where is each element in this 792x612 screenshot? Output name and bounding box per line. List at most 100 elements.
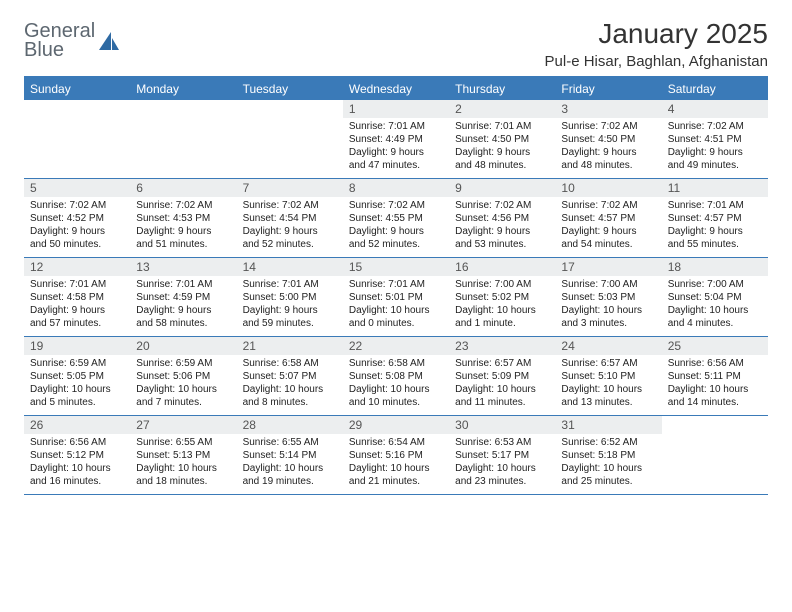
day-line: and 49 minutes. <box>668 159 762 172</box>
weekday-wednesday: Wednesday <box>343 78 449 100</box>
day-line: Sunset: 4:57 PM <box>668 212 762 225</box>
day-line: Daylight: 9 hours <box>243 304 337 317</box>
day-details: Sunrise: 6:59 AMSunset: 5:06 PMDaylight:… <box>134 357 232 409</box>
day-line: Daylight: 10 hours <box>136 462 230 475</box>
day-line: Sunset: 4:56 PM <box>455 212 549 225</box>
day-line: Sunset: 5:18 PM <box>561 449 655 462</box>
day-line: and 48 minutes. <box>455 159 549 172</box>
day-number <box>24 100 130 104</box>
day-number: 21 <box>237 337 343 355</box>
day-number: 3 <box>555 100 661 118</box>
day-number: 25 <box>662 337 768 355</box>
day-line: Sunset: 5:07 PM <box>243 370 337 383</box>
day-cell: 18 Sunrise: 7:00 AMSunset: 5:04 PMDayligh… <box>662 258 768 336</box>
day-line: Sunset: 4:57 PM <box>561 212 655 225</box>
day-number: 23 <box>449 337 555 355</box>
day-line: Sunrise: 7:01 AM <box>668 199 762 212</box>
day-details: Sunrise: 6:59 AMSunset: 5:05 PMDaylight:… <box>28 357 126 409</box>
day-line: Daylight: 9 hours <box>243 225 337 238</box>
day-details: Sunrise: 7:01 AMSunset: 4:57 PMDaylight:… <box>666 199 764 251</box>
calendar: Sunday Monday Tuesday Wednesday Thursday… <box>24 76 768 495</box>
day-number <box>237 100 343 104</box>
day-line: Sunset: 5:05 PM <box>30 370 124 383</box>
day-line: Daylight: 10 hours <box>561 304 655 317</box>
day-cell: 25Sunrise: 6:56 AMSunset: 5:11 PMDayligh… <box>662 337 768 415</box>
weekday-sunday: Sunday <box>24 78 130 100</box>
month-title: January 2025 <box>545 18 768 50</box>
day-line: Sunrise: 6:54 AM <box>349 436 443 449</box>
day-line: and 54 minutes. <box>561 238 655 251</box>
day-line: and 52 minutes. <box>349 238 443 251</box>
day-cell: 17Sunrise: 7:00 AMSunset: 5:03 PMDayligh… <box>555 258 661 336</box>
day-cell: 31Sunrise: 6:52 AMSunset: 5:18 PMDayligh… <box>555 416 661 494</box>
day-line: Sunrise: 6:57 AM <box>561 357 655 370</box>
empty-cell <box>237 100 343 178</box>
day-details: Sunrise: 6:56 AMSunset: 5:12 PMDaylight:… <box>28 436 126 488</box>
day-cell: 29Sunrise: 6:54 AMSunset: 5:16 PMDayligh… <box>343 416 449 494</box>
day-line: Sunset: 4:50 PM <box>561 133 655 146</box>
day-line: Sunset: 4:59 PM <box>136 291 230 304</box>
day-line: Daylight: 9 hours <box>30 225 124 238</box>
day-cell: 9 Sunrise: 7:02 AMSunset: 4:56 PMDaylight… <box>449 179 555 257</box>
day-line: Daylight: 10 hours <box>455 304 549 317</box>
day-number: 8 <box>343 179 449 197</box>
day-line: Daylight: 9 hours <box>136 304 230 317</box>
day-number: 9 <box>449 179 555 197</box>
day-line: Sunset: 4:53 PM <box>136 212 230 225</box>
day-line: and 8 minutes. <box>243 396 337 409</box>
day-line: Daylight: 10 hours <box>136 383 230 396</box>
day-details: Sunrise: 7:01 AMSunset: 4:58 PMDaylight:… <box>28 278 126 330</box>
day-cell: 10Sunrise: 7:02 AMSunset: 4:57 PMDayligh… <box>555 179 661 257</box>
day-line: Sunrise: 6:59 AM <box>30 357 124 370</box>
day-details: Sunrise: 7:01 AMSunset: 4:49 PMDaylight:… <box>347 120 445 172</box>
day-line: Sunrise: 6:52 AM <box>561 436 655 449</box>
day-line: Sunrise: 7:02 AM <box>455 199 549 212</box>
day-details: Sunrise: 7:01 AMSunset: 5:00 PMDaylight:… <box>241 278 339 330</box>
day-line: Sunrise: 7:01 AM <box>136 278 230 291</box>
day-cell: 3Sunrise: 7:02 AMSunset: 4:50 PMDaylight… <box>555 100 661 178</box>
day-number: 18 <box>662 258 768 276</box>
day-number: 22 <box>343 337 449 355</box>
day-details: Sunrise: 6:52 AMSunset: 5:18 PMDaylight:… <box>559 436 657 488</box>
day-details: Sunrise: 7:01 AMSunset: 4:59 PMDaylight:… <box>134 278 232 330</box>
logo-text-block: General Blue <box>24 22 95 60</box>
day-line: Sunrise: 7:02 AM <box>349 199 443 212</box>
day-line: Daylight: 10 hours <box>455 462 549 475</box>
day-line: Sunrise: 7:01 AM <box>30 278 124 291</box>
day-cell: 12 Sunrise: 7:01 AMSunset: 4:58 PMDayligh… <box>24 258 130 336</box>
weekday-header: Sunday Monday Tuesday Wednesday Thursday… <box>24 78 768 100</box>
day-line: and 52 minutes. <box>243 238 337 251</box>
day-number: 15 <box>343 258 449 276</box>
day-line: and 4 minutes. <box>668 317 762 330</box>
day-line: Daylight: 9 hours <box>455 225 549 238</box>
day-number: 24 <box>555 337 661 355</box>
day-line: Sunrise: 6:56 AM <box>30 436 124 449</box>
day-line: Sunset: 4:52 PM <box>30 212 124 225</box>
day-line: Sunrise: 7:02 AM <box>561 199 655 212</box>
day-number: 13 <box>130 258 236 276</box>
day-line: Sunrise: 7:01 AM <box>349 120 443 133</box>
day-cell: 11 Sunrise: 7:01 AMSunset: 4:57 PMDayligh… <box>662 179 768 257</box>
day-cell: 21Sunrise: 6:58 AMSunset: 5:07 PMDayligh… <box>237 337 343 415</box>
day-cell: 4Sunrise: 7:02 AMSunset: 4:51 PMDaylight… <box>662 100 768 178</box>
weekday-thursday: Thursday <box>449 78 555 100</box>
day-cell: 23Sunrise: 6:57 AMSunset: 5:09 PMDayligh… <box>449 337 555 415</box>
day-details: Sunrise: 7:01 AMSunset: 5:01 PMDaylight:… <box>347 278 445 330</box>
day-details: Sunrise: 7:02 AMSunset: 4:53 PMDaylight:… <box>134 199 232 251</box>
day-cell: 7Sunrise: 7:02 AMSunset: 4:54 PMDaylight… <box>237 179 343 257</box>
weekday-monday: Monday <box>130 78 236 100</box>
logo: General Blue <box>24 18 121 60</box>
day-cell: 2Sunrise: 7:01 AMSunset: 4:50 PMDaylight… <box>449 100 555 178</box>
day-line: Sunset: 4:49 PM <box>349 133 443 146</box>
day-cell: 6Sunrise: 7:02 AMSunset: 4:53 PMDaylight… <box>130 179 236 257</box>
day-line: Sunset: 5:13 PM <box>136 449 230 462</box>
day-details: Sunrise: 7:00 AMSunset: 5:04 PMDaylight:… <box>666 278 764 330</box>
day-cell: 22Sunrise: 6:58 AMSunset: 5:08 PMDayligh… <box>343 337 449 415</box>
day-number: 11 <box>662 179 768 197</box>
day-line: Sunset: 5:04 PM <box>668 291 762 304</box>
day-number: 12 <box>24 258 130 276</box>
day-number: 30 <box>449 416 555 434</box>
day-line: Sunset: 4:50 PM <box>455 133 549 146</box>
empty-cell <box>130 100 236 178</box>
day-line: Sunset: 4:51 PM <box>668 133 762 146</box>
